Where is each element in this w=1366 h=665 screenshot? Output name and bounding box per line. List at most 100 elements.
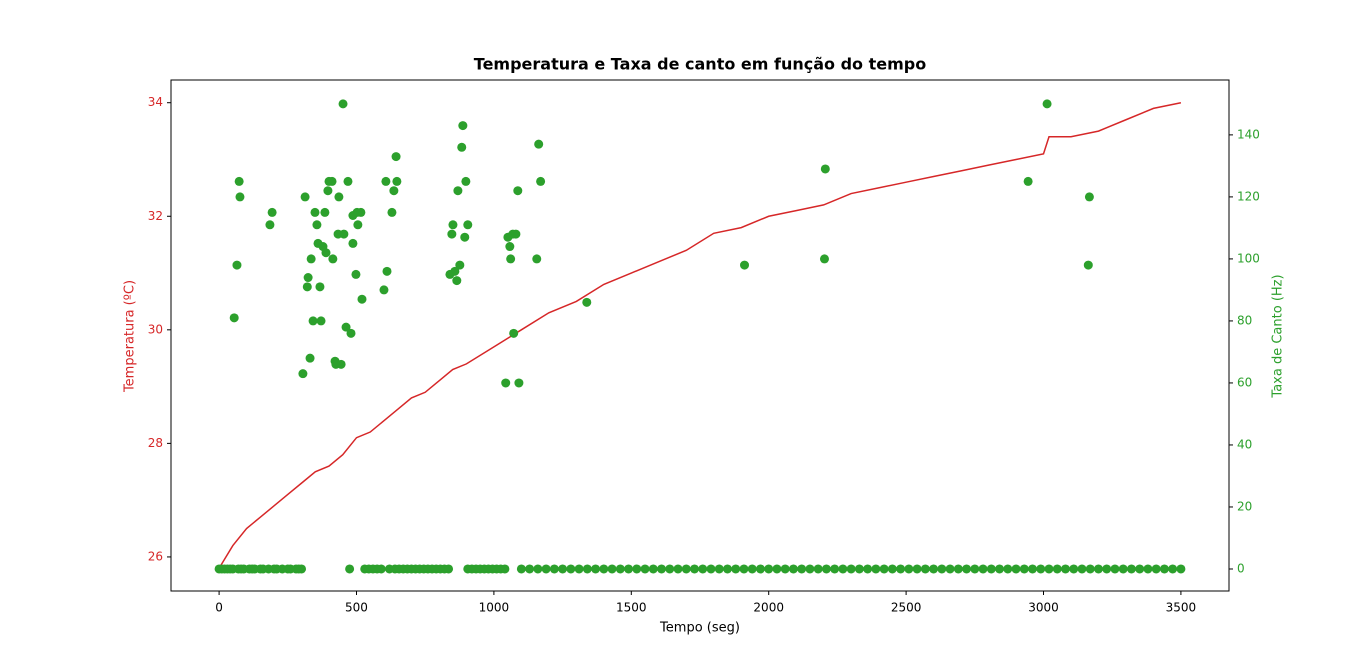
scatter-point xyxy=(303,273,313,283)
scatter-point xyxy=(978,564,988,574)
y-tick-label: 30 xyxy=(148,322,163,336)
scatter-point xyxy=(315,282,325,292)
temperature-line xyxy=(218,101,1182,569)
scatter-point xyxy=(356,207,366,217)
scatter-point xyxy=(501,378,511,388)
scatter-point xyxy=(351,269,361,279)
scatter-point xyxy=(755,564,765,574)
y2-axis-label: Taxa de Canto (Hz) xyxy=(1271,274,1286,398)
scatter-point xyxy=(953,564,963,574)
scatter-point xyxy=(232,260,242,270)
scatter-point xyxy=(813,564,823,574)
scatter-point xyxy=(328,254,338,264)
scatter-point xyxy=(673,564,683,574)
scatter-point xyxy=(334,192,344,202)
scatter-point xyxy=(343,176,353,186)
scatter-point xyxy=(624,564,634,574)
scatter-point xyxy=(970,564,980,574)
scatter-point xyxy=(772,564,782,574)
y2-tick-label: 100 xyxy=(1237,251,1260,265)
scatter-point xyxy=(505,242,515,252)
scatter-point xyxy=(1176,564,1186,574)
scatter-point xyxy=(797,564,807,574)
y2-tick-label: 0 xyxy=(1237,561,1245,575)
scatter-point xyxy=(345,564,355,574)
scatter-point xyxy=(382,266,392,276)
scatter-point xyxy=(986,564,996,574)
scatter-point xyxy=(509,328,519,338)
y2-tick-label: 140 xyxy=(1237,127,1260,141)
scatter-point xyxy=(306,254,316,264)
scatter-point xyxy=(391,152,401,162)
scatter-point xyxy=(376,564,386,574)
scatter-point xyxy=(632,564,642,574)
axes-frame xyxy=(170,79,1230,592)
scatter-point xyxy=(444,564,454,574)
scatter-point xyxy=(463,220,473,230)
scatter-point xyxy=(346,328,356,338)
scatter-point xyxy=(267,207,277,217)
scatter-point xyxy=(1019,564,1029,574)
scatter-point xyxy=(747,564,757,574)
scatter-point xyxy=(455,260,465,270)
y2-tick-label: 60 xyxy=(1237,375,1252,389)
scatter-point xyxy=(298,369,308,379)
scatter-point xyxy=(764,564,774,574)
scatter-point xyxy=(896,564,906,574)
scatter-point xyxy=(558,564,568,574)
scatter-point xyxy=(648,564,658,574)
scatter-point xyxy=(1143,564,1153,574)
scatter-point xyxy=(1085,564,1095,574)
scatter-point xyxy=(302,282,312,292)
scatter-point xyxy=(615,564,625,574)
scatter-point xyxy=(1159,564,1169,574)
scatter-point xyxy=(541,564,551,574)
scatter-point xyxy=(821,564,831,574)
scatter-point xyxy=(912,564,922,574)
scatter-point xyxy=(392,176,402,186)
scatter-point xyxy=(1168,564,1178,574)
scatter-point xyxy=(234,176,244,186)
scatter-point xyxy=(549,564,559,574)
scatter-point xyxy=(887,564,897,574)
chart-title: Temperatura e Taxa de canto em função do… xyxy=(474,55,926,74)
y-tick-label: 34 xyxy=(148,95,163,109)
scatter-point xyxy=(320,207,330,217)
scatter-point xyxy=(506,254,516,264)
scatter-point xyxy=(819,254,829,264)
plot-area xyxy=(214,99,1186,574)
scatter-point xyxy=(460,232,470,242)
x-tick-label: 1500 xyxy=(616,601,647,615)
scatter-point xyxy=(461,176,471,186)
x-tick-label: 2500 xyxy=(891,601,922,615)
scatter-point xyxy=(599,564,609,574)
scatter-point xyxy=(995,564,1005,574)
scatter-point xyxy=(348,238,358,248)
scatter-point xyxy=(308,316,318,326)
scatter-point xyxy=(339,229,349,239)
scatter-point xyxy=(879,564,889,574)
scatter-point xyxy=(920,564,930,574)
scatter-point xyxy=(714,564,724,574)
scatter-point xyxy=(574,564,584,574)
scatter-point xyxy=(525,564,535,574)
scatter-point xyxy=(300,192,310,202)
scatter-point xyxy=(607,564,617,574)
scatter-point xyxy=(1003,564,1013,574)
scatter-point xyxy=(657,564,667,574)
scatter-point xyxy=(341,322,351,332)
scatter-point xyxy=(1110,564,1120,574)
scatter-point xyxy=(353,220,363,230)
scatter-point xyxy=(514,378,524,388)
scatter-point xyxy=(929,564,939,574)
scatter-point xyxy=(1036,564,1046,574)
scatter-point xyxy=(458,121,468,131)
scatter-point xyxy=(904,564,914,574)
scatter-point xyxy=(1011,564,1021,574)
scatter-point xyxy=(229,313,239,323)
scatter-point xyxy=(336,359,346,369)
scatter-point xyxy=(706,564,716,574)
scatter-point xyxy=(937,564,947,574)
scatter-point xyxy=(962,564,972,574)
